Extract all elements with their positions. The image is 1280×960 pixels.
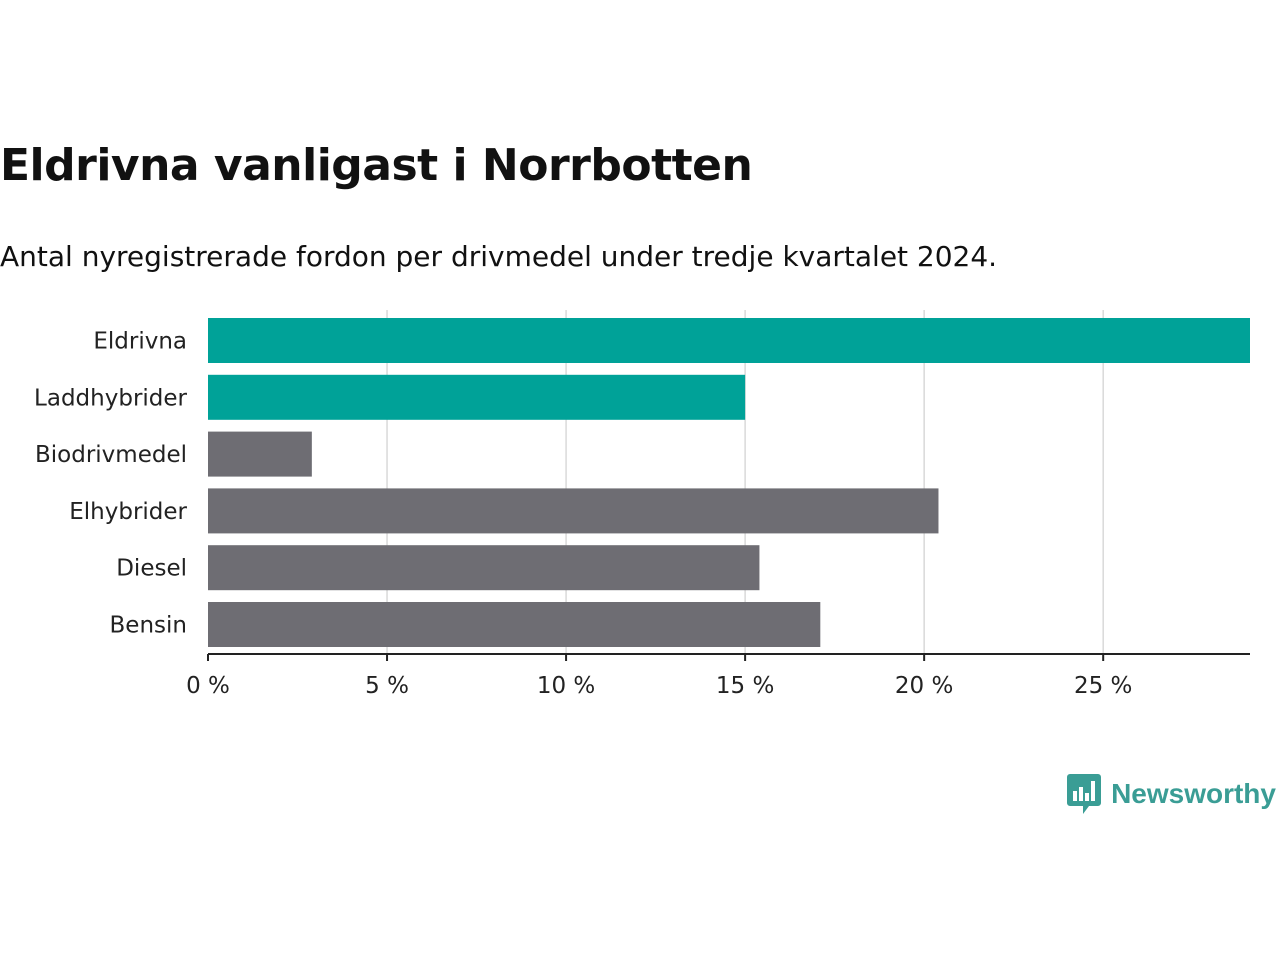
x-tick-label: 25 % xyxy=(1074,673,1132,699)
bar xyxy=(208,488,939,534)
chart-title: Eldrivna vanligast i Norrbotten xyxy=(0,140,753,191)
bar-chart: Eldrivna Laddhybrider Biodrivmedel Elhybrid… xyxy=(34,310,1250,699)
bar xyxy=(208,545,760,591)
bar xyxy=(208,318,1250,363)
x-tick-label: 15 % xyxy=(716,673,774,699)
bar xyxy=(208,602,821,647)
category-label: Laddhybrider xyxy=(34,385,187,411)
category-label: Bensin xyxy=(110,613,187,639)
x-tick-label: 10 % xyxy=(537,673,595,699)
bar xyxy=(208,374,746,420)
x-tick-label: 20 % xyxy=(895,673,953,699)
chart-subtitle: Antal nyregistrerade fordon per drivmede… xyxy=(0,240,998,273)
category-label: Diesel xyxy=(116,556,187,582)
x-tick-label: 0 % xyxy=(186,673,230,699)
category-label: Elhybrider xyxy=(69,499,187,525)
category-label: Eldrivna xyxy=(93,329,187,355)
brand-name: Newsworthy xyxy=(1111,778,1276,809)
bar-chart-speech-bubble-icon xyxy=(1067,774,1102,814)
bar xyxy=(208,431,312,477)
category-label: Biodrivmedel xyxy=(35,442,187,468)
x-tick-label: 5 % xyxy=(365,673,409,699)
brand-logo: Newsworthy xyxy=(1067,774,1276,814)
